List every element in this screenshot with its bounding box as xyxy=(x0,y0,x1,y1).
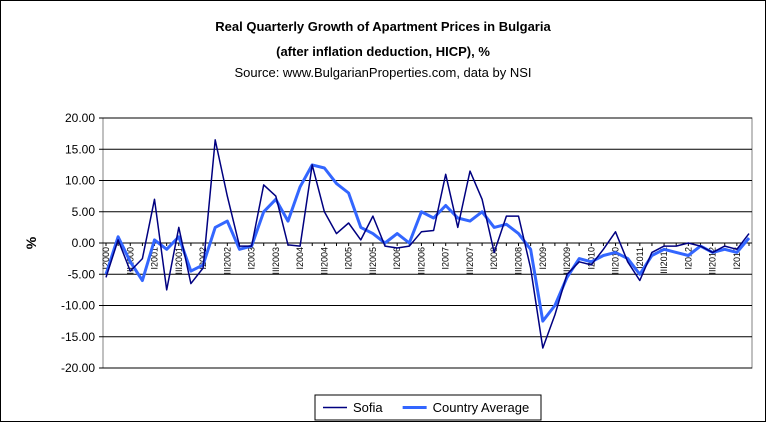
x-tick-label: III2008 xyxy=(513,247,523,275)
x-tick-label: III2012 xyxy=(708,247,718,275)
series-line xyxy=(104,163,751,323)
chart-title: Real Quarterly Growth of Apartment Price… xyxy=(215,19,551,34)
x-tick-label: III2011 xyxy=(659,247,669,274)
x-tick-label: I2008 xyxy=(489,247,499,270)
y-tick-label: 10.00 xyxy=(65,174,95,188)
x-tick-label: I2002 xyxy=(198,247,208,270)
legend-label: Country Average xyxy=(433,400,530,415)
y-tick-label: 5.00 xyxy=(72,205,96,219)
x-tick-label: III2006 xyxy=(416,247,426,275)
x-tick-label: I2013 xyxy=(732,247,742,270)
x-tick-label: I2004 xyxy=(295,247,305,270)
y-tick-label: -10.00 xyxy=(61,299,95,313)
series-line xyxy=(105,139,750,349)
y-tick-label: 20.00 xyxy=(65,111,95,125)
x-tick-label: III2003 xyxy=(271,247,281,275)
y-tick-label: -5.00 xyxy=(68,267,96,281)
chart-source: Source: www.BulgarianProperties.com, dat… xyxy=(235,65,532,80)
x-tick-label: I2001 xyxy=(150,247,160,270)
y-tick-label: 15.00 xyxy=(65,142,95,156)
x-tick-label: I2006 xyxy=(392,247,402,270)
x-tick-label: I2012 xyxy=(683,247,693,270)
legend-box xyxy=(314,394,542,421)
x-tick-label: I2000 xyxy=(101,247,111,270)
y-tick-label: -20.00 xyxy=(61,361,95,375)
x-tick-label: III2002 xyxy=(222,247,232,275)
x-tick-label: I2007 xyxy=(441,247,451,270)
x-tick-label: III2007 xyxy=(465,247,475,275)
x-tick-label: III2010 xyxy=(611,247,621,275)
legend-label: Sofia xyxy=(353,400,383,415)
x-tick-label: I2005 xyxy=(344,247,354,270)
x-tick-label: I2011 xyxy=(635,247,645,269)
x-tick-label: III2005 xyxy=(368,247,378,275)
y-axis-title: % xyxy=(23,236,39,249)
x-tick-label: I2009 xyxy=(538,247,548,270)
chart-subtitle: (after inflation deduction, HICP), % xyxy=(276,44,490,59)
y-tick-label: -15.00 xyxy=(61,330,95,344)
x-tick-label: III2009 xyxy=(562,247,572,275)
x-tick-label: III2004 xyxy=(319,247,329,275)
x-tick-label: I2010 xyxy=(586,247,596,270)
x-tick-label: I2003 xyxy=(247,247,257,270)
y-tick-label: 0.00 xyxy=(72,236,96,250)
x-tick-label: III2001 xyxy=(174,247,184,275)
